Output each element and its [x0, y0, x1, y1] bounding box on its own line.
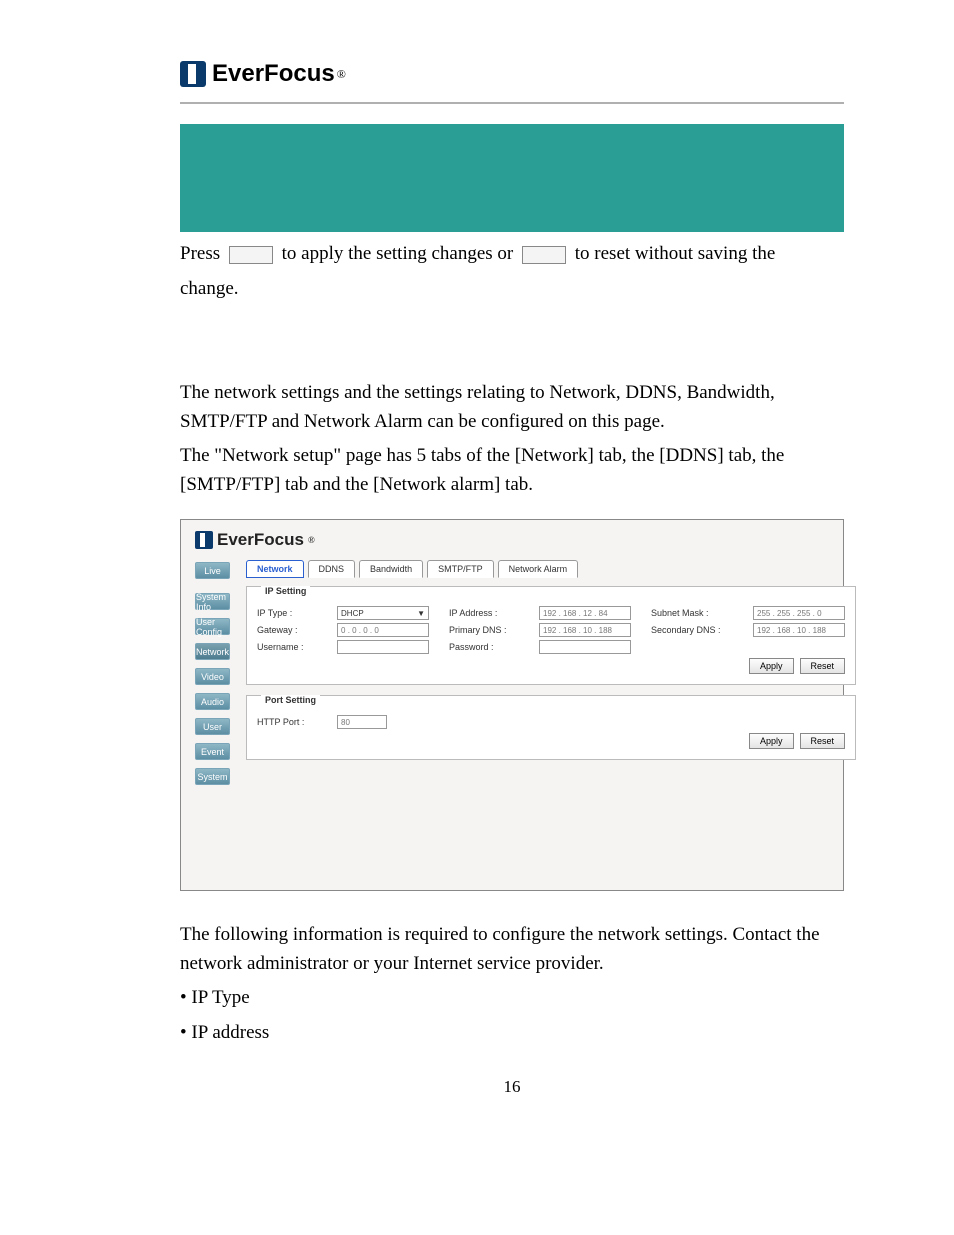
ip-addr-label: IP Address :: [449, 608, 519, 618]
http-port-field[interactable]: 80: [337, 715, 387, 729]
subnet-label: Subnet Mask :: [651, 608, 733, 618]
sidebar-item-label: Audio: [201, 697, 224, 707]
sidebar-item-label: System: [198, 772, 228, 782]
press-line2: change.: [180, 275, 844, 304]
logo-mark-icon: [180, 61, 206, 87]
ip-type-select[interactable]: DHCP ▼: [337, 606, 429, 620]
port-setting-panel: Port Setting HTTP Port : 80 Apply Reset: [246, 695, 856, 760]
sidebar-item-system[interactable]: System: [195, 768, 230, 785]
http-port-label: HTTP Port :: [257, 717, 317, 727]
tab-bandwidth[interactable]: Bandwidth: [359, 560, 423, 578]
pdns-field[interactable]: 192 . 168 . 10 . 188: [539, 623, 631, 637]
sidebar: Live System Info User Config Network Vid…: [195, 560, 230, 785]
bullet-ip-type: • IP Type: [180, 984, 844, 1013]
apply-button-placeholder[interactable]: [229, 246, 273, 264]
after-shot-p1: The following information is required to…: [180, 921, 844, 978]
sidebar-item-event[interactable]: Event: [195, 743, 230, 760]
tab-ddns[interactable]: DDNS: [308, 560, 356, 578]
ip-reset-button[interactable]: Reset: [800, 658, 846, 674]
sidebar-item-label: Network: [196, 647, 229, 657]
sdns-field[interactable]: 192 . 168 . 10 . 188: [753, 623, 845, 637]
port-setting-title: Port Setting: [261, 695, 320, 705]
sidebar-item-label: System Info: [196, 592, 229, 612]
sidebar-item-label: Video: [201, 672, 224, 682]
brand-logo: EverFocus ®: [180, 60, 844, 88]
chevron-down-icon: ▼: [417, 609, 425, 618]
network-intro: The network settings and the settings re…: [180, 379, 844, 499]
shot-logo-icon: [195, 531, 213, 549]
ip-setting-title: IP Setting: [261, 586, 310, 596]
sidebar-item-user[interactable]: User: [195, 718, 230, 735]
port-apply-button[interactable]: Apply: [749, 733, 794, 749]
ip-type-value: DHCP: [341, 609, 364, 618]
sidebar-item-audio[interactable]: Audio: [195, 693, 230, 710]
sidebar-item-live[interactable]: Live: [195, 562, 230, 579]
tab-bar: Network DDNS Bandwidth SMTP/FTP Network …: [246, 560, 856, 578]
port-reset-button[interactable]: Reset: [800, 733, 846, 749]
ip-apply-button[interactable]: Apply: [749, 658, 794, 674]
press-mid1: to apply the setting changes or: [282, 243, 514, 264]
screenshot-frame: EverFocus ® Live System Info User Config…: [180, 519, 844, 891]
sidebar-item-label: Event: [201, 747, 224, 757]
tab-network-alarm[interactable]: Network Alarm: [498, 560, 579, 578]
gateway-label: Gateway :: [257, 625, 317, 635]
press-prefix: Press: [180, 243, 220, 264]
sidebar-item-label: User Config: [196, 617, 229, 637]
sidebar-item-video[interactable]: Video: [195, 668, 230, 685]
press-mid2: to reset without saving the: [575, 243, 776, 264]
sidebar-item-label: User: [203, 722, 222, 732]
page-number: 16: [180, 1077, 844, 1097]
pdns-label: Primary DNS :: [449, 625, 519, 635]
after-shot-text: The following information is required to…: [180, 921, 844, 1047]
network-intro-p2: The "Network setup" page has 5 tabs of t…: [180, 442, 844, 499]
shot-logo: EverFocus ®: [195, 530, 829, 550]
ip-type-label: IP Type :: [257, 608, 317, 618]
registered-icon: ®: [337, 67, 346, 82]
sidebar-item-network[interactable]: Network: [195, 643, 230, 660]
password-label: Password :: [449, 642, 519, 652]
subnet-field[interactable]: 255 . 255 . 255 . 0: [753, 606, 845, 620]
shot-registered-icon: ®: [308, 535, 315, 545]
username-field[interactable]: [337, 640, 429, 654]
bullet-ip-address: • IP address: [180, 1019, 844, 1048]
sdns-label: Secondary DNS :: [651, 625, 733, 635]
ip-setting-panel: IP Setting IP Type : DHCP ▼ IP Address :…: [246, 586, 856, 685]
teal-callout: [180, 124, 844, 232]
password-field[interactable]: [539, 640, 631, 654]
sidebar-item-label: Live: [204, 566, 221, 576]
gateway-field[interactable]: 0 . 0 . 0 . 0: [337, 623, 429, 637]
sidebar-item-user-config[interactable]: User Config: [195, 618, 230, 635]
header-rule: [180, 102, 844, 104]
tab-network[interactable]: Network: [246, 560, 304, 578]
shot-logo-text: EverFocus: [217, 530, 304, 550]
network-intro-p1: The network settings and the settings re…: [180, 379, 844, 436]
ip-addr-field[interactable]: 192 . 168 . 12 . 84: [539, 606, 631, 620]
logo-text: EverFocus: [212, 60, 335, 88]
main-area: Network DDNS Bandwidth SMTP/FTP Network …: [246, 560, 856, 785]
username-label: Username :: [257, 642, 317, 652]
reset-button-placeholder[interactable]: [522, 246, 566, 264]
tab-smtp-ftp[interactable]: SMTP/FTP: [427, 560, 494, 578]
press-paragraph: Press to apply the setting changes or to…: [180, 240, 844, 303]
sidebar-item-system-info[interactable]: System Info: [195, 593, 230, 610]
